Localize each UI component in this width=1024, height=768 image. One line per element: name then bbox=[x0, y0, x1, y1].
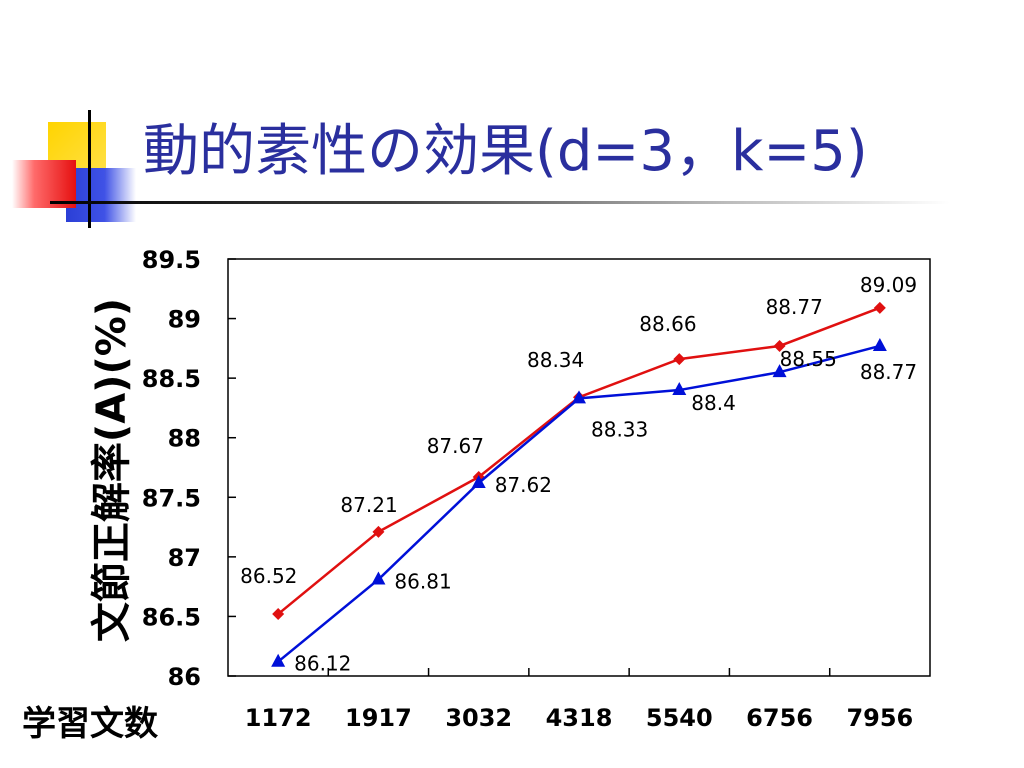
x-tick-label: 5540 bbox=[646, 704, 713, 732]
decor-blue-square bbox=[66, 168, 136, 222]
slide-title: 動的素性の効果(d=3，k=5) bbox=[143, 119, 868, 184]
data-point bbox=[272, 608, 285, 621]
y-tick-label: 89 bbox=[168, 306, 201, 334]
y-tick-label: 87 bbox=[168, 544, 201, 572]
data-label: 88.77 bbox=[860, 360, 917, 384]
data-label: 88.34 bbox=[527, 348, 584, 372]
x-tick-label: 4318 bbox=[546, 704, 613, 732]
y-tick-label: 89.5 bbox=[142, 246, 201, 274]
y-axis-ticks: 86 86.5 87 87.5 88 88.5 89 89.5 bbox=[142, 246, 236, 691]
data-point bbox=[672, 382, 687, 396]
data-label: 86.12 bbox=[294, 652, 351, 676]
data-label: 87.62 bbox=[495, 473, 552, 497]
x-tick-label: 7956 bbox=[846, 704, 913, 732]
data-label: 88.66 bbox=[639, 312, 696, 336]
y-tick-label: 88 bbox=[168, 425, 201, 453]
x-tick-label: 6756 bbox=[746, 704, 813, 732]
y-tick-label: 88.5 bbox=[142, 365, 201, 393]
data-label: 87.67 bbox=[427, 434, 484, 458]
data-label: 88.4 bbox=[691, 391, 736, 415]
data-label: 88.33 bbox=[591, 417, 648, 441]
data-point bbox=[872, 337, 887, 351]
series-b: 86.12 86.81 87.62 88.33 88.4 88.55 88.77 bbox=[271, 337, 917, 676]
data-point bbox=[572, 390, 586, 404]
y-tick-label: 86.5 bbox=[142, 603, 201, 631]
plot-area-frame bbox=[227, 258, 931, 677]
data-label: 88.77 bbox=[766, 295, 823, 319]
x-axis-ticks: 1172 1917 3032 4318 5540 6756 7956 bbox=[245, 668, 913, 732]
data-point bbox=[673, 353, 686, 366]
y-tick-label: 86 bbox=[168, 663, 201, 691]
data-point bbox=[271, 653, 286, 667]
x-axis-label: 学習文数 bbox=[22, 704, 158, 744]
data-point bbox=[773, 339, 786, 352]
data-point bbox=[372, 525, 385, 538]
x-tick-label: 1917 bbox=[345, 704, 412, 732]
data-label: 88.55 bbox=[780, 347, 837, 371]
y-axis-label: 文節正解率(A)(%) bbox=[89, 298, 135, 642]
y-tick-label: 87.5 bbox=[142, 484, 201, 512]
decor-title-underline bbox=[50, 201, 950, 204]
data-point bbox=[471, 474, 486, 488]
data-label: 86.81 bbox=[394, 569, 451, 593]
data-point bbox=[772, 364, 787, 378]
data-label: 89.09 bbox=[860, 273, 917, 297]
data-label: 86.52 bbox=[240, 564, 297, 588]
data-point bbox=[873, 301, 886, 314]
data-label: 87.21 bbox=[340, 493, 397, 517]
decor-vertical-line bbox=[88, 110, 91, 228]
x-tick-label: 3032 bbox=[445, 704, 512, 732]
data-point bbox=[371, 571, 386, 585]
series-a: 86.52 87.21 87.67 88.34 88.66 88.77 89.09 bbox=[240, 273, 917, 621]
decor-red-square bbox=[12, 160, 76, 208]
x-tick-label: 1172 bbox=[245, 704, 312, 732]
